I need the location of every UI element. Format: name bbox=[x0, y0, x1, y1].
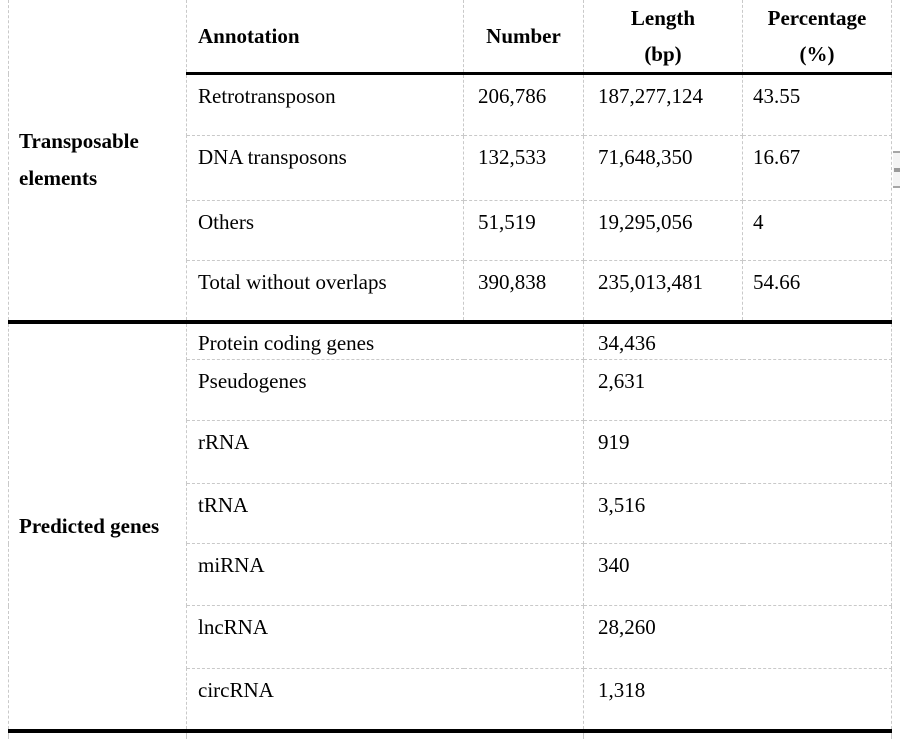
group-label-transposable-elements: Transposable elements bbox=[8, 0, 187, 322]
number-cell: 390,838 bbox=[463, 260, 584, 322]
value-cell: 919 bbox=[583, 420, 892, 484]
table-row: Others 51,519 19,295,056 4 bbox=[9, 200, 892, 261]
annotation-cell: Retrotransposon bbox=[186, 73, 464, 136]
genome-annotation-table: Transposable elements Annotation Number … bbox=[8, 0, 892, 739]
annotation-cell: lncRNA bbox=[186, 605, 584, 669]
value-cell: 1,318 bbox=[583, 668, 892, 731]
value-cell: 28,260 bbox=[583, 605, 892, 669]
annotation-cell: DNA transposons bbox=[186, 135, 464, 201]
number-cell: 206,786 bbox=[463, 73, 584, 136]
table-row: tRNA 3,516 bbox=[9, 483, 892, 544]
header-length-bp: Length (bp) bbox=[583, 0, 743, 75]
value-cell: 34,436 bbox=[583, 319, 892, 360]
value-cell: 2,631 bbox=[583, 359, 892, 421]
length-cell: 187,277,124 bbox=[583, 73, 743, 136]
percentage-cell: 54.66 bbox=[742, 260, 892, 322]
value-cell: 3,516 bbox=[583, 483, 892, 544]
number-cell: 51,519 bbox=[463, 200, 584, 261]
percentage-cell: 43.55 bbox=[742, 73, 892, 136]
filler-cell bbox=[583, 728, 892, 739]
table-row: DNA transposons 132,533 71,648,350 16.67 bbox=[9, 135, 892, 201]
annotation-cell: Others bbox=[186, 200, 464, 261]
table-header-row: Transposable elements Annotation Number … bbox=[8, 0, 892, 322]
table-row: Predicted genes Protein coding genes 34,… bbox=[8, 319, 892, 731]
number-cell: 132,533 bbox=[463, 135, 584, 201]
table-row: miRNA 340 bbox=[9, 543, 892, 606]
scrollbar-fragment[interactable] bbox=[893, 151, 900, 188]
scrollbar-notch bbox=[894, 168, 900, 172]
table-bottom-filler-row bbox=[8, 728, 892, 739]
annotation-cell: Pseudogenes bbox=[186, 359, 584, 421]
table-row: Total without overlaps 390,838 235,013,4… bbox=[9, 260, 892, 322]
percentage-cell: 16.67 bbox=[742, 135, 892, 201]
table-row: rRNA 919 bbox=[9, 420, 892, 484]
table-row: circRNA 1,318 bbox=[9, 668, 892, 731]
annotation-cell: Protein coding genes bbox=[186, 319, 584, 360]
value-cell: 340 bbox=[583, 543, 892, 606]
annotation-cell: tRNA bbox=[186, 483, 584, 544]
percentage-cell: 4 bbox=[742, 200, 892, 261]
filler-cell bbox=[186, 728, 584, 739]
length-cell: 19,295,056 bbox=[583, 200, 743, 261]
length-cell: 71,648,350 bbox=[583, 135, 743, 201]
header-percentage: Percentage (%) bbox=[742, 0, 892, 75]
length-cell: 235,013,481 bbox=[583, 260, 743, 322]
filler-cell bbox=[8, 728, 187, 739]
header-annotation: Annotation bbox=[186, 0, 464, 75]
annotation-cell: circRNA bbox=[186, 668, 584, 731]
annotation-cell: Total without overlaps bbox=[186, 260, 464, 322]
annotation-cell: miRNA bbox=[186, 543, 584, 606]
annotation-cell: rRNA bbox=[186, 420, 584, 484]
table-row: lncRNA 28,260 bbox=[9, 605, 892, 669]
header-number: Number bbox=[463, 0, 584, 75]
table-row: Pseudogenes 2,631 bbox=[9, 359, 892, 421]
group-label-predicted-genes: Predicted genes bbox=[8, 319, 187, 731]
